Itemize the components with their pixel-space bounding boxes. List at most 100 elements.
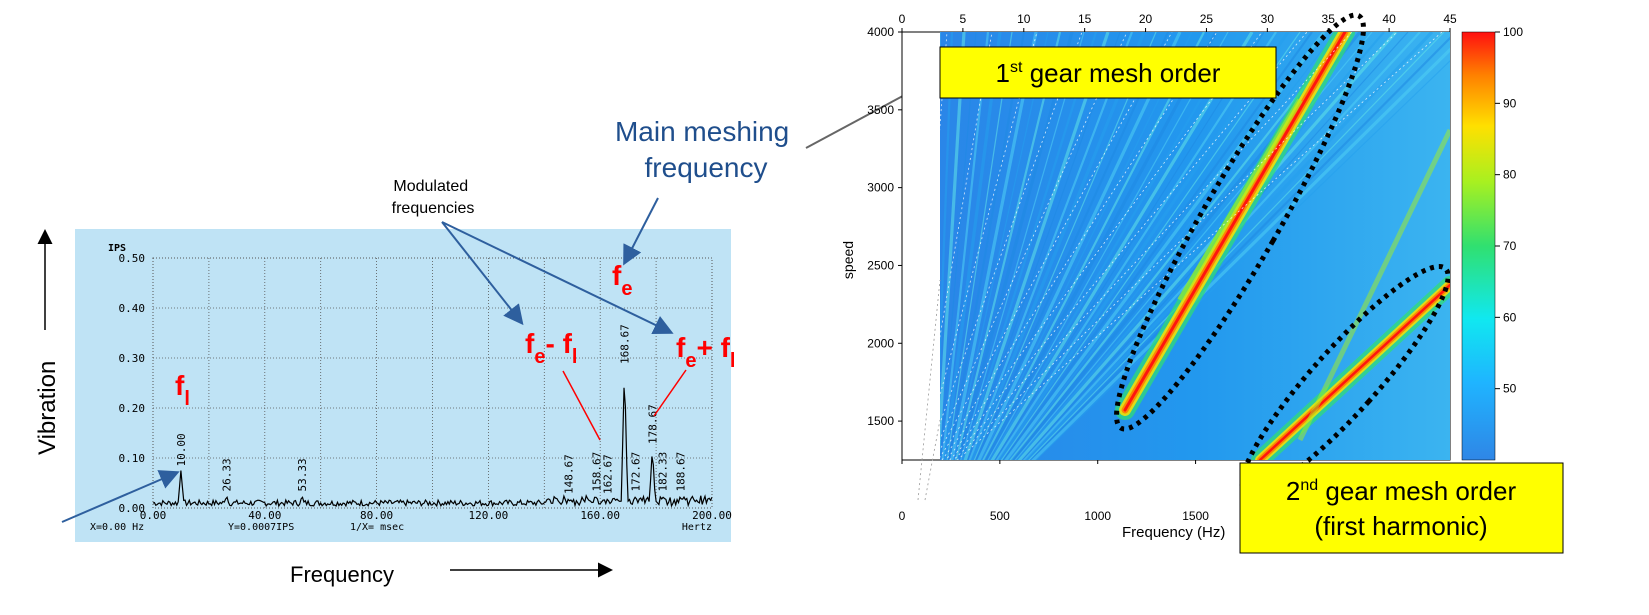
fl-sub: l	[184, 388, 190, 410]
heatmap-order-ray	[940, 32, 993, 339]
first-order-box	[939, 46, 1277, 99]
spectrum-peak-label: 172.67	[630, 452, 643, 492]
heatmap-y-tick-label: 2500	[867, 258, 894, 272]
heatmap-streak	[943, 32, 1002, 460]
heatmap-top-tick-label: 10	[1017, 12, 1031, 26]
spectrum-x-tick-label: 120.00	[469, 509, 509, 522]
first-order-highlight	[1114, 12, 1366, 432]
spectrum-x-unit: Hertz	[682, 522, 712, 533]
heatmap-streak	[990, 32, 1254, 460]
main-meshing-arrow	[623, 197, 659, 266]
heatmap-top-tick-label: 25	[1200, 12, 1214, 26]
fe-sub: e	[621, 278, 632, 300]
heatmap-streak	[1004, 32, 1326, 460]
vibration-axis-arrow: Vibration	[34, 229, 61, 455]
heatmap-x-ticks: 0 500 1000 1500	[899, 460, 1209, 523]
heatmap-streak	[989, 32, 1241, 460]
second-order-box	[1239, 462, 1564, 554]
modulated-arrow-left	[441, 221, 524, 326]
frequency-axis-arrow: Frequency	[290, 562, 613, 587]
heatmap-streak	[941, 32, 990, 460]
spectrum-peak-label: 162.67	[602, 454, 615, 494]
heatmap-streak	[994, 32, 1265, 460]
heatmap-streak	[1017, 32, 1398, 460]
fe-plus-fl-label: fe+ fl	[676, 332, 735, 372]
second-order-line2: (first harmonic)	[1314, 511, 1487, 541]
heatmap-streak	[946, 32, 1013, 460]
fe-minus-sub2: l	[572, 346, 578, 368]
modulated-line-2: frequencies	[392, 200, 475, 217]
colorbar-tick-label: 60	[1503, 310, 1517, 324]
heatmap-x-label: Frequency (Hz)	[1122, 524, 1225, 541]
colorbar-tick-label: 90	[1503, 96, 1517, 110]
spectrum-y-tick-label: 0.50	[119, 252, 146, 265]
heatmap-order-ray	[940, 32, 948, 131]
fl-label: fl	[175, 370, 190, 410]
colorbar-tick-label: 70	[1503, 239, 1517, 253]
heatmap-y-tick-label: 4000	[867, 25, 894, 39]
heatmap-streak	[950, 32, 1038, 460]
second-order-band	[1258, 283, 1450, 460]
fe-plus-sub1: e	[685, 350, 696, 372]
heatmap-x-tick-label: 1500	[1182, 509, 1209, 523]
frequency-axis-label: Frequency	[290, 562, 394, 587]
spectrum-peak-label: 182.33	[657, 452, 670, 492]
spectrum-peak-label: 188.67	[674, 452, 687, 492]
annotation-arrows	[61, 74, 944, 523]
main-meshing-frequency-label: Main meshing frequency	[615, 116, 797, 183]
heatmap-order-guides	[917, 279, 941, 501]
heatmap-top-tick-label: 15	[1078, 12, 1092, 26]
spectrum-peak-label: 10.00	[175, 433, 188, 466]
heatmap-x-tick-label: 1000	[1084, 509, 1111, 523]
heatmap-streak	[977, 32, 1182, 460]
heatmap-top-tick-label: 5	[960, 12, 967, 26]
colorbar-tick-label: 100	[1503, 25, 1523, 39]
heatmap-x-tick-label: 0	[899, 509, 906, 523]
heatmap-streak	[940, 32, 954, 378]
heatmap-order-ray	[940, 32, 1128, 441]
heatmap-order-lines	[940, 32, 1443, 460]
heatmap-order-streaks	[940, 32, 1450, 460]
heatmap-resonance-bands	[1115, 32, 1450, 460]
heatmap-top-order-ticks: 0 5 10 15 20 25 30 35 40 45	[899, 12, 1457, 32]
spectrum-peak-label: 53.33	[296, 458, 309, 491]
heatmap-top-tick-label: 45	[1443, 12, 1457, 26]
vibration-axis-label: Vibration	[34, 361, 61, 455]
heatmap-streak	[982, 32, 1205, 460]
heatmap-streak	[960, 32, 1085, 460]
heatmap-streak	[956, 32, 1074, 460]
colorbar-tick-label: 50	[1503, 382, 1517, 396]
heatmap-streak	[997, 32, 1290, 460]
heatmap-streak	[940, 32, 966, 455]
spectrum-unit-label: IPS	[108, 243, 126, 254]
spectrum-x-tick-label: 200.00	[692, 509, 732, 522]
readout-inverse: 1/X= msec	[350, 522, 404, 533]
main-meshing-line-2: frequency	[645, 152, 768, 183]
colorbar	[1461, 31, 1496, 461]
aux-band	[1177, 98, 1303, 302]
spectrum-chart: 0.00 0.10 0.20 0.30 0.40 0.50 0.00 40.00 80.00 12…	[75, 229, 732, 542]
first-order-num: 1	[996, 58, 1010, 88]
heatmap-x-tick-label: 500	[990, 509, 1010, 523]
fe-plus-sub2: l	[730, 350, 736, 372]
fe-minus-base: f	[525, 328, 535, 359]
second-order-rest: gear mesh order	[1318, 476, 1516, 506]
heatmap-streak	[1034, 60, 1450, 460]
heatmap-streak	[1007, 32, 1337, 460]
spectrum-x-tick-label: 0.00	[140, 509, 167, 522]
spectrum-y-tick-label: 0.20	[119, 402, 146, 415]
fe-minus-base2: f	[563, 328, 573, 359]
main-meshing-line-1: Main meshing	[615, 116, 789, 147]
heatmap-streak	[940, 32, 977, 460]
heatmap-streak	[1021, 32, 1409, 460]
heatmap-streak	[961, 32, 1098, 460]
spectrum-peak-label: 26.33	[221, 458, 234, 491]
heatmap-top-tick-label: 0	[899, 12, 906, 26]
heatmap-order-ray	[940, 32, 1218, 458]
fl-base: f	[175, 370, 185, 401]
spectrum-y-tick-label: 0.00	[119, 502, 146, 515]
second-order-callout: 2nd gear mesh order (first harmonic)	[1239, 462, 1564, 554]
second-order-text: 2nd gear mesh order	[1286, 476, 1517, 506]
modulated-frequencies-label: Modulated frequencies	[392, 178, 475, 217]
